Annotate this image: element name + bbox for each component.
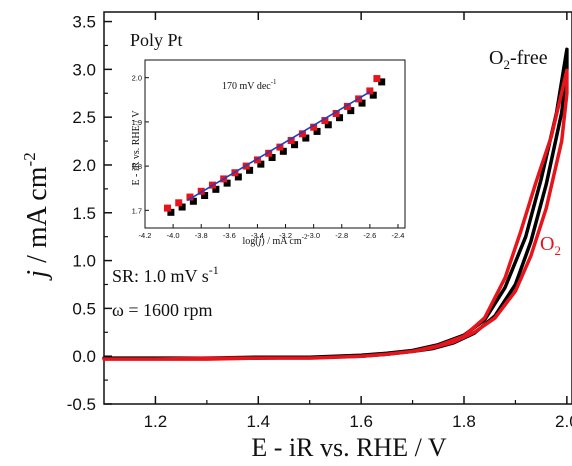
inset-axis-ticks: -4.2 -4.0 -3.8 -3.6 -3.4 -3.2 -3.0 -2.8 -2.6 -2.4… [132, 74, 405, 240]
series-label-o2-free: O2-free [489, 47, 548, 72]
inset-x-axis-title: log(j) / mA cm-2 [242, 233, 308, 247]
inset-point-o2-free [313, 127, 321, 135]
y-axis-title: j / mA cm-2 [20, 152, 53, 280]
inset-point-o2-free [291, 141, 299, 149]
inset-point-o2-free [234, 173, 242, 181]
inset-fit-line [186, 91, 371, 202]
inset-point-o2-free [257, 160, 265, 168]
y-tick-label: 3.0 [72, 60, 96, 79]
inset-point-o2-free [347, 107, 355, 115]
inset-point-o2-free [201, 192, 209, 200]
inset-point-o2 [373, 75, 381, 83]
x-tick-label: 2.0 [555, 412, 572, 431]
inset-point-o2-free [324, 121, 332, 129]
inset-y-tick-label: 1.7 [132, 206, 142, 215]
main-axis-ticks: 1.2 1.4 1.6 1.8 2.0 -0.5 0.0 0.5 1.0 1.5 2.0 2.5 3.0… [67, 12, 572, 431]
y-tick-label: 2.0 [72, 156, 96, 175]
inset-slope-sup: -1 [271, 78, 277, 86]
inset-point-o2-free [178, 203, 186, 211]
inset-x-title-pre: log( [242, 236, 259, 247]
inset-x-tick-label: -2.6 [363, 231, 376, 240]
series-label-o2-free-main: O [489, 47, 503, 69]
inset-x-tick-label: -3.2 [279, 231, 292, 240]
x-tick-label: 1.6 [349, 412, 373, 431]
y-axis-title-italic: j [22, 270, 53, 281]
inset-x-title-italic: j [257, 236, 262, 247]
inset-point-o2 [276, 143, 284, 151]
inset-point-o2 [298, 130, 306, 138]
sweep-rate-sup: -1 [209, 263, 219, 277]
sweep-rate-text: SR: 1.0 mV s [112, 266, 209, 286]
plot-frame [103, 11, 572, 405]
inset-x-tick-label: -2.8 [335, 231, 348, 240]
inset-point-o2-free [167, 208, 175, 216]
series-label-o2: O2 [540, 233, 561, 258]
y-tick-label: 3.5 [72, 13, 96, 32]
inset-x-tick-label: -3.6 [223, 231, 236, 240]
inset-slope-label: 170 mV dec-1 [222, 78, 277, 92]
inset-x-tick-label: -4.0 [167, 231, 180, 240]
inset-point-o2 [310, 123, 318, 131]
series-label-o2-sub: 2 [554, 243, 561, 258]
x-tick-label: 1.8 [452, 412, 476, 431]
inset-point-o2-free [369, 91, 377, 99]
x-axis-title: E - iR vs. RHE / V [251, 433, 446, 462]
y-axis-title-sup: -2 [20, 152, 39, 166]
inset-x-tick-label: -2.4 [392, 231, 405, 240]
inset-y-tick-label: 2.0 [132, 74, 142, 83]
y-tick-label: 0.0 [72, 347, 96, 366]
y-tick-label: -0.5 [67, 395, 96, 414]
y-tick-label: 0.5 [72, 299, 96, 318]
inset-point-o2 [175, 199, 183, 207]
main-series-group [102, 47, 569, 361]
inset-x-title-post: ) / mA cm [261, 236, 301, 247]
inset-y-tick-label: 1.8 [132, 162, 142, 171]
inset-point-o2 [186, 193, 194, 201]
inset-y-tick-label: 1.9 [132, 118, 142, 127]
inset-point-o2 [332, 109, 340, 117]
series-label-o2-main: O [540, 233, 554, 255]
inset-point-o2-free [268, 153, 276, 161]
inset-slope-text: 170 mV dec [222, 81, 271, 92]
y-tick-label: 2.5 [72, 108, 96, 127]
inset-point-o2-free [279, 147, 287, 155]
inset-point-o2-free [189, 197, 197, 205]
rotation-rate-label: ω = 1600 rpm [112, 300, 213, 320]
sweep-rate-label: SR: 1.0 mV s-1 [112, 263, 219, 286]
series-label-o2-free-rest: -free [510, 47, 548, 69]
y-axis-title-text: / mA cm [22, 166, 53, 270]
inset-point-o2-free [358, 99, 366, 107]
y-tick-label: 1.0 [72, 252, 96, 271]
inset-point-o2 [163, 204, 171, 212]
inset-point-o2 [253, 156, 261, 164]
inset-y-axis-title: E - iR vs. RHE / V [131, 110, 142, 186]
inset-point-o2 [343, 102, 351, 110]
inset-point-o2-free [336, 114, 344, 122]
x-tick-label: 1.2 [144, 412, 168, 431]
inset-point-o2-free [223, 179, 231, 187]
sample-label: Poly Pt [130, 30, 183, 50]
inset-panel: -4.2 -4.0 -3.8 -3.6 -3.4 -3.2 -3.0 -2.8 -2.6 -2.4… [131, 59, 406, 247]
inset-x-tick-label: -3.0 [307, 231, 320, 240]
x-tick-label: 1.4 [246, 412, 270, 431]
inset-point-o2-free [212, 185, 220, 193]
inset-point-o2-free [378, 78, 386, 86]
inset-x-tick-label: -3.4 [251, 231, 264, 240]
series-label-o2-free-sub: 2 [503, 57, 510, 72]
inset-point-o2 [287, 136, 295, 144]
inset-x-title-sup: -2 [302, 233, 308, 241]
inset-point-o2 [366, 87, 374, 95]
inset-point-o2 [265, 149, 273, 157]
y-tick-label: 1.5 [72, 204, 96, 223]
inset-point-o2-free [246, 166, 254, 174]
series-line-o2 [102, 68, 569, 361]
inset-x-tick-label: -4.2 [139, 231, 152, 240]
inset-x-tick-label: -3.8 [195, 231, 208, 240]
inset-point-o2-free [302, 134, 310, 142]
inset-point-o2 [321, 117, 329, 125]
inset-series-group [163, 75, 386, 216]
